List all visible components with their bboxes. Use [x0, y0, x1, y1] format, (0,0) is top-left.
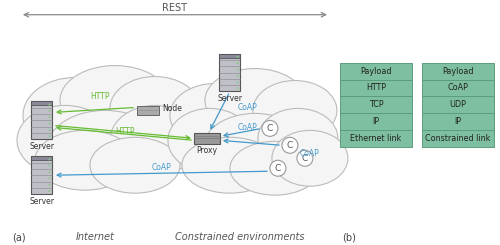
Circle shape: [48, 122, 50, 124]
Text: Server: Server: [30, 197, 54, 206]
FancyBboxPatch shape: [32, 156, 52, 194]
Ellipse shape: [17, 105, 113, 175]
Ellipse shape: [258, 109, 338, 168]
Ellipse shape: [272, 130, 348, 186]
Circle shape: [236, 68, 238, 70]
Ellipse shape: [110, 76, 200, 140]
Text: Server: Server: [218, 95, 242, 103]
Ellipse shape: [253, 81, 337, 140]
FancyBboxPatch shape: [340, 130, 412, 147]
Circle shape: [48, 171, 50, 173]
Ellipse shape: [205, 69, 305, 132]
Ellipse shape: [23, 77, 127, 153]
FancyBboxPatch shape: [220, 54, 240, 91]
Ellipse shape: [203, 113, 307, 183]
Ellipse shape: [47, 110, 163, 186]
Text: Constrained link: Constrained link: [425, 134, 490, 143]
Circle shape: [236, 56, 238, 58]
Circle shape: [48, 104, 50, 106]
Circle shape: [48, 190, 50, 192]
FancyBboxPatch shape: [340, 97, 412, 113]
FancyBboxPatch shape: [340, 62, 412, 80]
Circle shape: [236, 81, 238, 83]
Text: (b): (b): [342, 232, 356, 242]
Text: IP: IP: [372, 117, 380, 126]
Text: CoAP: CoAP: [238, 123, 258, 132]
Text: Proxy: Proxy: [196, 146, 218, 155]
Ellipse shape: [110, 105, 200, 175]
Text: C: C: [287, 141, 293, 150]
Circle shape: [48, 159, 50, 160]
FancyBboxPatch shape: [220, 54, 240, 58]
Circle shape: [236, 87, 238, 89]
Circle shape: [297, 150, 313, 166]
Circle shape: [262, 120, 278, 136]
Text: CoAP: CoAP: [152, 163, 172, 172]
FancyBboxPatch shape: [422, 62, 494, 80]
Text: HTTP: HTTP: [366, 84, 386, 93]
Text: C: C: [275, 164, 281, 173]
FancyBboxPatch shape: [32, 156, 52, 160]
Text: Constrained environments: Constrained environments: [175, 232, 304, 242]
Circle shape: [236, 62, 238, 64]
Text: UDP: UDP: [450, 100, 466, 110]
Text: HTTP: HTTP: [90, 92, 110, 101]
Text: REST: REST: [162, 3, 188, 13]
Circle shape: [270, 160, 286, 176]
Text: Payload: Payload: [442, 67, 474, 75]
Text: Ethernet link: Ethernet link: [350, 134, 402, 143]
Circle shape: [48, 116, 50, 118]
Ellipse shape: [35, 130, 135, 190]
FancyBboxPatch shape: [137, 106, 159, 115]
FancyBboxPatch shape: [32, 101, 52, 105]
Text: HTTP: HTTP: [115, 127, 134, 136]
FancyBboxPatch shape: [422, 97, 494, 113]
FancyBboxPatch shape: [194, 133, 220, 144]
Text: CoAP: CoAP: [238, 103, 258, 112]
FancyBboxPatch shape: [422, 80, 494, 97]
FancyBboxPatch shape: [32, 101, 52, 139]
Ellipse shape: [170, 84, 260, 147]
Text: C: C: [302, 154, 308, 163]
FancyBboxPatch shape: [340, 80, 412, 97]
Circle shape: [48, 177, 50, 179]
Text: C: C: [267, 124, 273, 133]
Text: CoAP: CoAP: [300, 149, 320, 158]
Circle shape: [48, 135, 50, 137]
Text: TCP: TCP: [368, 100, 383, 110]
Ellipse shape: [90, 137, 180, 193]
Ellipse shape: [182, 137, 278, 193]
Ellipse shape: [168, 109, 252, 172]
Circle shape: [236, 75, 238, 77]
Text: Server: Server: [30, 142, 54, 151]
Text: Internet: Internet: [76, 232, 114, 242]
Circle shape: [48, 129, 50, 131]
FancyBboxPatch shape: [422, 113, 494, 130]
Text: (a): (a): [12, 232, 26, 242]
Text: Payload: Payload: [360, 67, 392, 75]
Circle shape: [48, 165, 50, 167]
Ellipse shape: [230, 141, 320, 195]
Ellipse shape: [60, 66, 170, 135]
Circle shape: [48, 184, 50, 186]
Circle shape: [48, 110, 50, 112]
Text: IP: IP: [454, 117, 462, 126]
Text: Node: Node: [162, 104, 182, 113]
FancyBboxPatch shape: [422, 130, 494, 147]
Text: CoAP: CoAP: [448, 84, 468, 93]
FancyBboxPatch shape: [340, 113, 412, 130]
Circle shape: [282, 137, 298, 153]
